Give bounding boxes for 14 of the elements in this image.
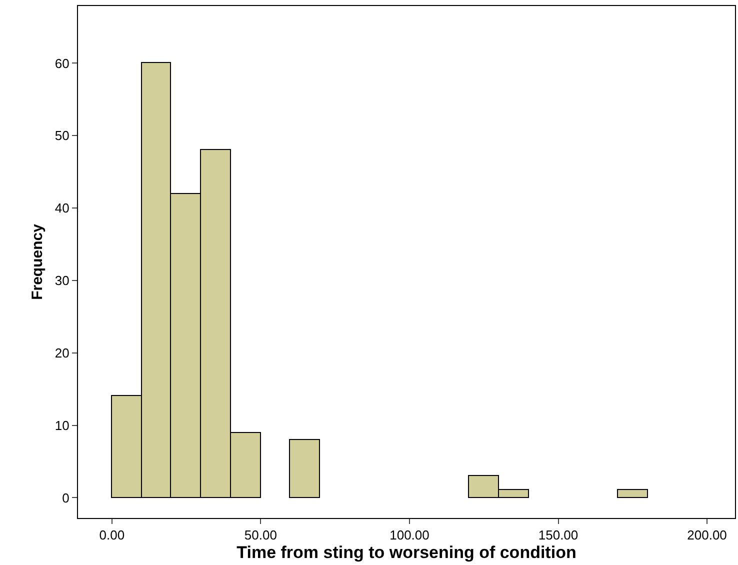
y-tick-label: 50	[54, 128, 70, 144]
x-axis-title: Time from sting to worsening of condition	[236, 543, 576, 562]
y-tick-label: 20	[54, 345, 70, 360]
x-tick-label: 200.00	[687, 528, 727, 543]
y-axis-title: Frequency	[29, 223, 46, 300]
x-tick-label: 150.00	[538, 528, 578, 543]
x-tick-label: 50.00	[244, 528, 277, 543]
y-tick-label: 10	[54, 418, 70, 433]
x-tick-label: 0.00	[99, 528, 125, 543]
x-tick-label: 100.00	[390, 528, 430, 543]
y-tick-label: 60	[54, 56, 70, 71]
y-tick-label: 40	[54, 200, 70, 216]
y-tick-label: 30	[54, 273, 70, 288]
y-tick-label: 0	[62, 490, 70, 506]
